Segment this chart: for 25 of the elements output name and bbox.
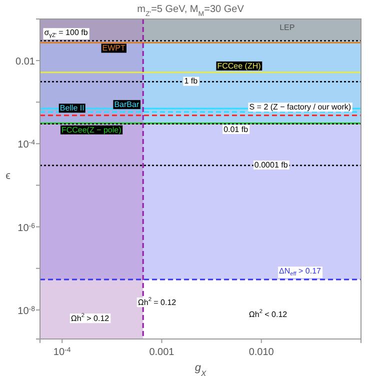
y-tick-label: 10$^{-8}$ xyxy=(18,305,36,317)
y-tick-label: 0.01 xyxy=(16,56,36,68)
x-tick-label: 0.010 xyxy=(248,347,274,358)
ref-line-label: 0.0001 fb xyxy=(254,160,288,170)
ref-line-label: BarBar xyxy=(114,100,140,110)
ref-line-label: Belle II xyxy=(60,104,84,113)
x-tick-label: 0.001 xyxy=(149,347,175,358)
annotation: Ωh$^{2}$ < 0.12 xyxy=(248,309,288,320)
x-tick-label: 10$^{-4}$ xyxy=(53,346,71,358)
ref-line-label: EWPT xyxy=(102,44,126,53)
ref-line-label: FCCee (ZH) xyxy=(217,61,262,70)
y-tick-label: 10$^{-4}$ xyxy=(18,139,36,151)
y-axis-title: ϵ xyxy=(6,170,11,182)
y-tick-label: 10$^{-6}$ xyxy=(18,222,36,234)
annotation: S = 2 (Z − factory / our work) xyxy=(249,102,352,112)
annotation: Ωh$^{2}$ > 0.12 xyxy=(70,313,110,324)
annotation: σ$_{γZ'}$ = 100 fb xyxy=(44,28,88,40)
ref-line-label: 0.01 fb xyxy=(224,124,249,134)
ref-line-label: ΔN$_{eff}$ > 0.17 xyxy=(279,266,322,278)
band-label: LEP xyxy=(280,22,295,32)
ref-line-label: FCCee(Z − pole) xyxy=(61,125,122,134)
x-axis-title: g$_{X}$ xyxy=(194,362,207,376)
ref-line-label: 1 fb xyxy=(184,76,198,86)
annotation: Ωh$^{2}$ = 0.12 xyxy=(138,297,177,308)
chart-title: m$_{Z'}$=5 GeV, M$_{M}$=30 GeV xyxy=(137,4,244,18)
